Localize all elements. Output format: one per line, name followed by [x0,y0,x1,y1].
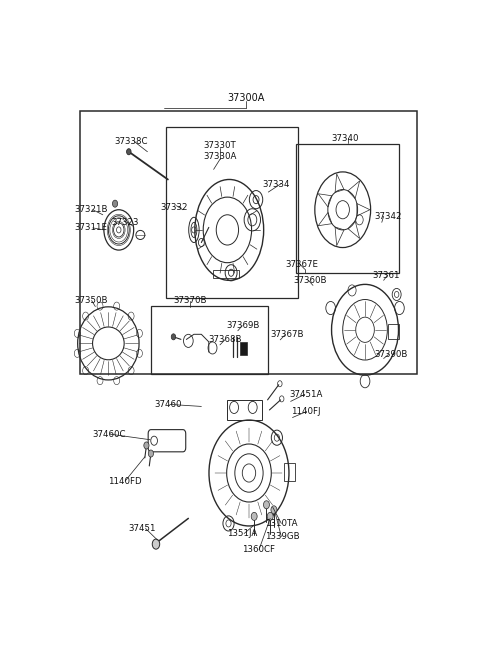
Circle shape [144,442,149,449]
Bar [81,111,417,373]
Circle shape [264,500,269,509]
Text: 37367B: 37367B [270,330,304,339]
Bar [296,144,398,272]
Text: 37460: 37460 [155,400,182,409]
Text: 37311E: 37311E [75,223,108,233]
Text: 1310TA: 1310TA [264,519,297,528]
Circle shape [271,506,277,514]
Text: 37334: 37334 [263,180,290,189]
Text: 37330A: 37330A [203,152,237,161]
Text: 37360B: 37360B [294,276,327,285]
Circle shape [152,539,160,549]
Text: 37340: 37340 [332,134,359,143]
Bar [284,463,296,481]
Circle shape [127,149,131,155]
Text: 37369B: 37369B [226,321,260,330]
Text: 37367E: 37367E [286,259,319,269]
Text: 37350B: 37350B [75,296,108,305]
Text: 37323: 37323 [111,218,139,227]
Text: 37338C: 37338C [114,137,147,146]
Text: 37390B: 37390B [374,350,408,359]
Circle shape [251,512,257,521]
Text: 37332: 37332 [160,202,188,212]
Text: 1339GB: 1339GB [264,532,299,541]
Circle shape [171,334,176,340]
Bar [388,324,399,339]
Text: 37368B: 37368B [209,335,242,345]
Text: 1140FJ: 1140FJ [291,407,321,416]
Circle shape [267,512,273,521]
Text: 37451: 37451 [129,524,156,533]
Text: 1351JA: 1351JA [228,529,258,538]
Text: 37321B: 37321B [75,205,108,214]
Text: 37451A: 37451A [289,390,323,399]
Text: 37342: 37342 [374,212,402,221]
Bar [166,126,298,298]
Bar [227,400,262,420]
Circle shape [112,200,118,207]
Text: 1360CF: 1360CF [242,545,275,554]
Text: 37330T: 37330T [203,141,236,150]
Text: 37361: 37361 [372,271,400,280]
Bar [240,342,247,355]
Text: 37370B: 37370B [173,296,207,305]
Circle shape [148,450,154,457]
Bar [151,305,268,373]
Text: 1140FD: 1140FD [108,477,142,485]
Text: 37300A: 37300A [228,93,264,103]
Text: 37460C: 37460C [93,430,126,439]
